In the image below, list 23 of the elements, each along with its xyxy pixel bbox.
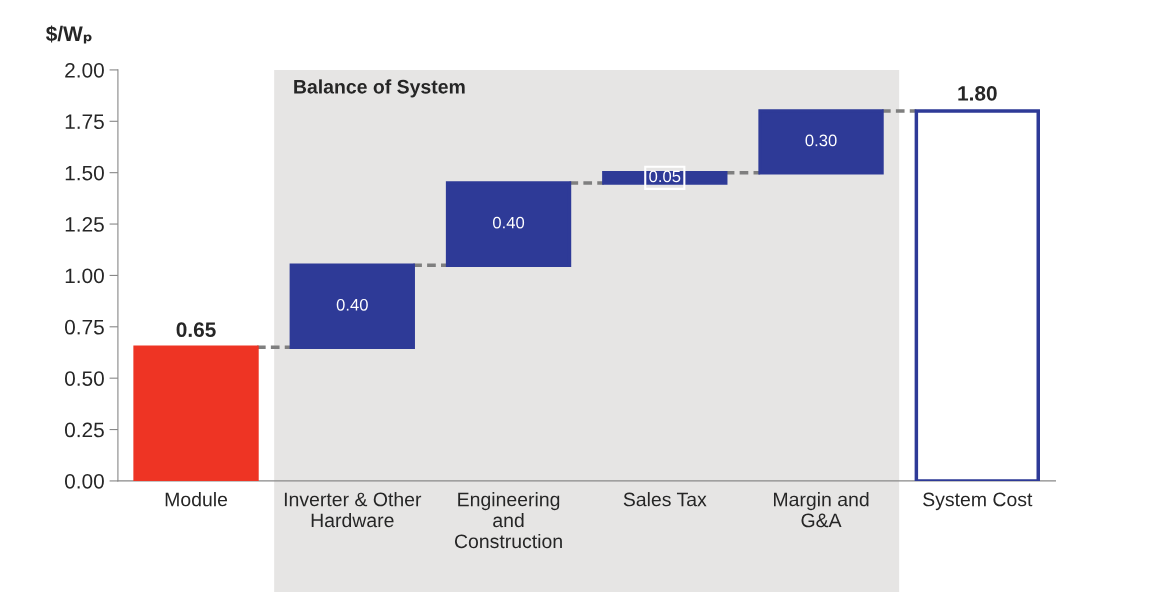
data-label: 0.05 xyxy=(649,170,681,183)
y-tick-label: 0.75 xyxy=(64,319,104,335)
y-tick-label: 0.50 xyxy=(64,371,104,386)
data-label: 0.40 xyxy=(336,298,368,311)
x-tick-label: Margin and G&A xyxy=(774,492,869,528)
x-tick-label: Module xyxy=(165,492,228,507)
data-label: 0.30 xyxy=(805,134,837,147)
y-tick-label: 2.00 xyxy=(65,62,104,78)
x-tick-label: System Cost xyxy=(923,492,1033,511)
x-tick-label: Inverter & Other Hardware xyxy=(284,492,422,528)
y-tick-label: 0.25 xyxy=(64,422,104,438)
data-label: 1.80 xyxy=(958,85,997,101)
y-tick-label: 1.25 xyxy=(65,217,104,232)
y-tick-label: 1.00 xyxy=(65,268,104,284)
x-tick-label: Engineering and Construction xyxy=(454,492,562,549)
y-axis-title: $/Wₚ xyxy=(46,25,92,44)
y-tick-label: 0.00 xyxy=(64,473,104,489)
data-label: 0.65 xyxy=(176,322,216,338)
band-label: Balance of System xyxy=(294,79,465,98)
y-tick-label: 1.50 xyxy=(65,165,104,181)
data-label: 0.40 xyxy=(492,216,525,229)
y-tick-label: 1.75 xyxy=(65,114,104,130)
x-tick-label: Sales Tax xyxy=(623,492,707,507)
